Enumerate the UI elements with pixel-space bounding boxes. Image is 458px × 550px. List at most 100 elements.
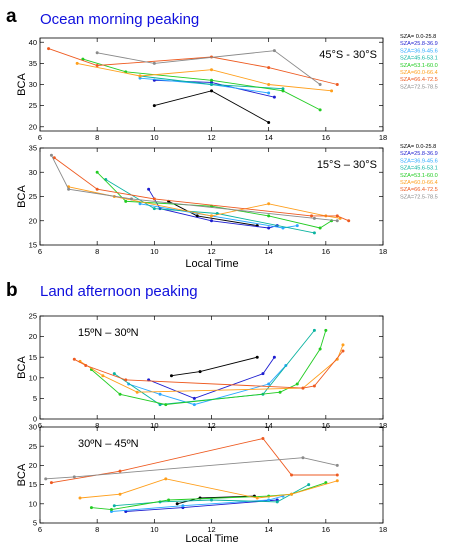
data-point xyxy=(167,498,171,502)
data-point xyxy=(267,498,271,502)
region-label: 30ºN – 45ºN xyxy=(78,438,139,450)
y-tick-label: 25 xyxy=(29,192,37,201)
y-tick-label: 0 xyxy=(33,415,37,424)
data-point xyxy=(281,89,285,93)
y-tick-label: 30 xyxy=(29,423,37,432)
data-point xyxy=(78,496,82,500)
data-point xyxy=(275,500,279,504)
legend-entry: SZA= 0.0-25.8 xyxy=(400,34,436,40)
y-tick-label: 15 xyxy=(29,241,37,250)
series-line xyxy=(148,356,275,399)
y-tick-label: 5 xyxy=(33,394,37,403)
data-point xyxy=(118,469,122,473)
y-tick-label: 30 xyxy=(29,168,37,177)
x-tick-label: 10 xyxy=(150,525,158,534)
data-point xyxy=(95,170,99,174)
data-point xyxy=(112,504,116,508)
legend-entry: SZA=72.5-78.5 xyxy=(400,194,438,200)
data-point xyxy=(318,226,322,230)
series-line xyxy=(50,155,338,222)
panel-b-xlabel: Local Time xyxy=(185,533,238,545)
data-point xyxy=(295,224,299,228)
x-tick-label: 6 xyxy=(38,421,42,430)
legend-entry: SZA=53.1-60.0 xyxy=(400,173,438,179)
region-label: 15°S – 30°S xyxy=(317,159,377,171)
legend-entry: SZA=25.8-36.9 xyxy=(400,41,438,47)
data-point xyxy=(335,83,339,86)
data-point xyxy=(267,214,271,218)
data-point xyxy=(164,477,168,481)
data-point xyxy=(347,219,351,223)
x-tick-label: 8 xyxy=(95,247,99,256)
data-point xyxy=(210,498,213,502)
data-point xyxy=(112,372,116,376)
y-tick-label: 35 xyxy=(29,59,37,68)
data-point xyxy=(101,374,105,378)
legend-entry: SZA=25.8-36.9 xyxy=(400,151,438,157)
data-point xyxy=(335,214,339,218)
data-point xyxy=(272,49,276,53)
y-tick-label: 30 xyxy=(29,80,37,89)
legend-entry: SZA=45.6-53.1 xyxy=(400,56,438,62)
region-label: 15ºN – 30ºN xyxy=(78,327,139,339)
axis-break-mask xyxy=(180,132,243,148)
data-point xyxy=(175,502,179,506)
series-line xyxy=(154,90,269,123)
series-line xyxy=(74,350,344,389)
data-point xyxy=(318,108,322,112)
data-point xyxy=(281,87,285,91)
data-point xyxy=(195,214,199,218)
data-point xyxy=(147,187,151,191)
series-line xyxy=(79,478,338,499)
series-line xyxy=(114,330,315,406)
data-point xyxy=(72,357,76,361)
data-point xyxy=(152,61,156,65)
y-axis-label: BCA xyxy=(16,356,28,379)
data-point xyxy=(138,202,142,206)
data-point xyxy=(295,382,299,386)
legend-entry: SZA=36.9-45.6 xyxy=(400,158,438,164)
data-point xyxy=(335,479,339,483)
data-point xyxy=(312,328,316,332)
x-tick-label: 14 xyxy=(264,247,272,256)
y-tick-label: 20 xyxy=(29,461,37,470)
x-tick-label: 6 xyxy=(38,525,42,534)
data-point xyxy=(255,496,259,500)
series-line xyxy=(45,457,338,480)
data-point xyxy=(341,349,345,353)
data-point xyxy=(135,390,139,394)
data-point xyxy=(158,392,162,396)
panel-a-title: Ocean morning peaking xyxy=(40,11,199,28)
data-point xyxy=(335,463,339,467)
chart-b2: 6 8 10 12 14 16 18 5 10 15 20 25 30 BCA 30ºN – 45ºN xyxy=(16,423,387,534)
data-point xyxy=(95,63,99,67)
chart-a2: 6 8 10 12 14 16 18 15 20 25 30 35 BCA 15°S – 30°S xyxy=(16,144,387,256)
data-point xyxy=(75,61,79,65)
data-point xyxy=(267,202,271,206)
legend-entry: SZA=60.0-66.4 xyxy=(400,70,438,76)
data-point xyxy=(124,199,128,203)
data-point xyxy=(152,104,156,108)
data-point xyxy=(261,372,265,376)
x-tick-label: 16 xyxy=(322,525,330,534)
data-point xyxy=(109,508,113,512)
data-point xyxy=(210,83,213,86)
data-point xyxy=(169,374,173,378)
data-point xyxy=(267,91,271,95)
data-point xyxy=(267,83,271,86)
data-point xyxy=(52,156,56,160)
data-point xyxy=(281,226,285,230)
series-line xyxy=(77,62,332,92)
legend-entry: SZA=60.0-66.4 xyxy=(400,180,438,186)
chart-a1: 6810121416182025303540BCA45°S - 30°S12 xyxy=(16,37,387,148)
x-tick-label: 6 xyxy=(38,133,42,142)
data-point xyxy=(290,473,294,477)
data-point xyxy=(255,355,259,359)
y-tick-label: 5 xyxy=(33,519,37,528)
x-tick-label: 18 xyxy=(379,525,387,534)
panel-b-title: Land afternoon peaking xyxy=(40,283,198,300)
data-point xyxy=(312,231,316,235)
y-tick-label: 15 xyxy=(29,480,37,489)
data-point xyxy=(95,51,99,55)
